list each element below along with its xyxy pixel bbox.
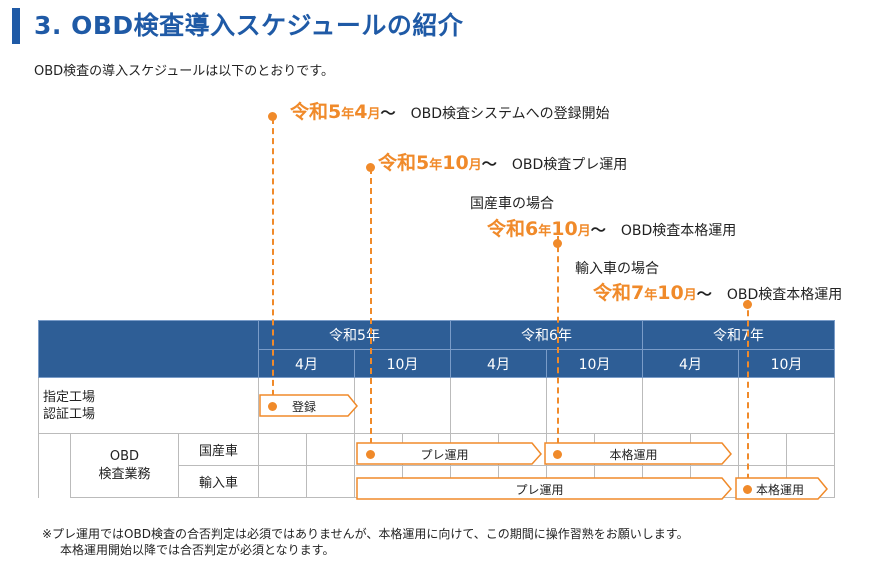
title-accent-bar [12,8,20,44]
milestone-2: 令和5年10月〜 OBD検査プレ運用 [378,152,628,174]
connector-line-3 [557,236,559,454]
milestone-4-dot [743,300,752,309]
milestone-4-date: 令和7年10月 [593,282,697,304]
row-label-factory: 指定工場 認証工場 [38,377,259,434]
bar-start-dot [553,450,562,459]
schedule-table: 令和5年 令和6年 令和7年 4月 10月 4月 10月 4月 10月 指定工場… [38,320,835,498]
milestone-2-dot [366,163,375,172]
milestone-3-date: 令和6年10月 [487,218,591,240]
month-header: 4月 [642,349,739,378]
row-label-domestic: 国産車 [178,433,259,466]
bar-start-dot [268,402,277,411]
month-header: 10月 [738,349,835,378]
milestone-3: 令和6年10月〜 OBD検査本格運用 [487,218,737,240]
connector-line-1 [272,118,274,406]
month-header: 10月 [546,349,643,378]
milestone-1-label: OBD検査システムへの登録開始 [410,106,610,122]
page-title: 3. OBD検査導入スケジュールの紹介 [34,11,464,40]
milestone-3-condition: 国産車の場合 [470,196,554,212]
milestone-4-condition: 輸入車の場合 [575,261,659,277]
bar-full-domestic: 本格運用 [544,442,732,465]
month-header: 10月 [354,349,451,378]
bar-start-dot [366,450,375,459]
row-label-obd: OBD 検査業務 [70,433,179,498]
year-header: 令和7年 [642,320,835,350]
milestone-4: 令和7年10月〜 OBD検査本格運用 [593,282,843,304]
milestone-1: 令和5年4月〜 OBD検査システムへの登録開始 [290,101,610,123]
row-label-import: 輸入車 [178,465,259,498]
bar-pre-import: プレ運用 [356,477,732,500]
year-header: 令和6年 [450,320,643,350]
milestone-2-date: 令和5年10月 [378,152,482,174]
bar-start-dot [743,485,752,494]
bar-register: 登録 [259,394,358,417]
milestone-4-label: OBD検査本格運用 [726,287,843,303]
intro-text: OBD検査の導入スケジュールは以下のとおりです。 [34,64,334,79]
year-header: 令和5年 [258,320,451,350]
connector-line-2 [370,168,372,454]
header-blank [38,320,259,378]
milestone-3-dot [553,239,562,248]
milestone-1-dot [268,112,277,121]
milestone-2-label: OBD検査プレ運用 [511,157,628,173]
bar-pre-domestic: プレ運用 [356,442,542,465]
milestone-1-date: 令和5年4月 [290,101,381,123]
footnote: ※プレ運用ではOBD検査の合否判定は必須ではありませんが、本格運用に向けて、この… [42,527,689,557]
month-header: 4月 [450,349,547,378]
milestone-3-label: OBD検査本格運用 [620,223,737,239]
connector-line-4 [747,300,749,490]
bar-full-import: 本格運用 [735,477,828,500]
